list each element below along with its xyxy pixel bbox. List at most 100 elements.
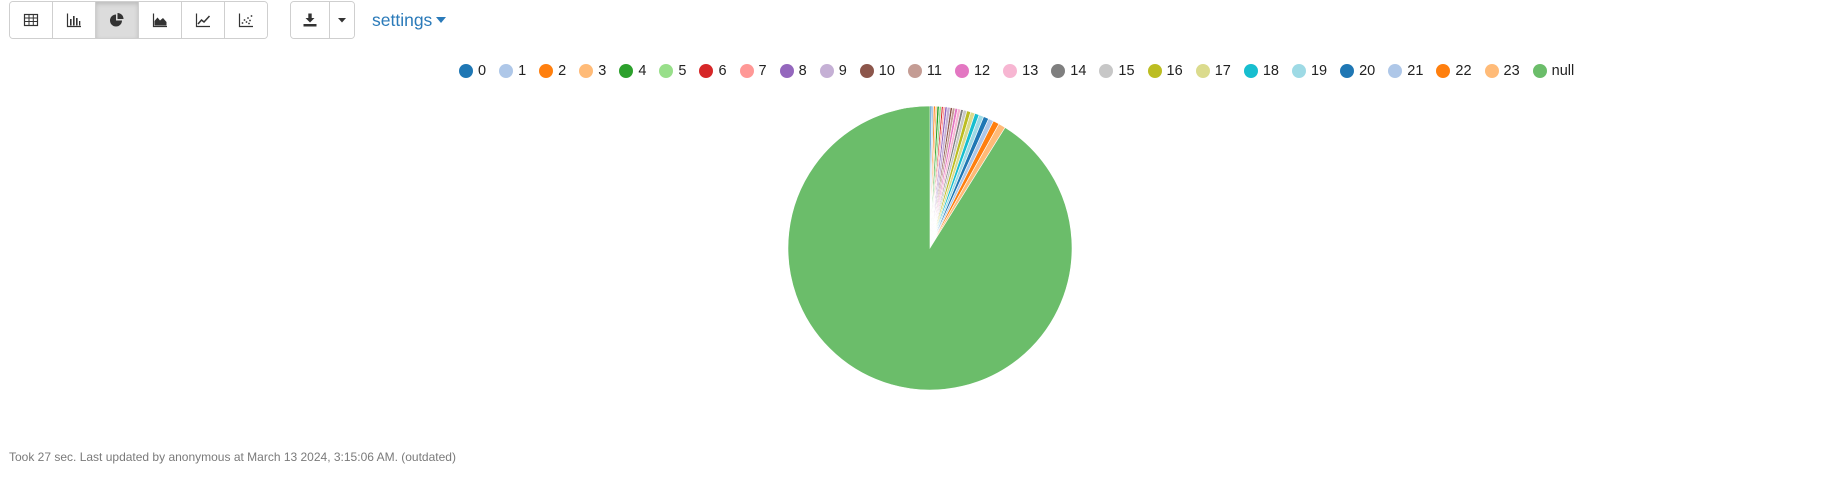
legend-swatch: [907, 64, 922, 78]
legend-item[interactable]: 11: [907, 63, 942, 79]
legend-label: 15: [1118, 63, 1135, 79]
legend-swatch: [1291, 64, 1306, 78]
legend-item[interactable]: 1: [499, 63, 526, 79]
toolbar: settings: [9, 1, 447, 39]
legend-swatch: [779, 64, 794, 78]
caret-down-icon: [436, 17, 447, 23]
legend-label: 17: [1214, 63, 1231, 79]
legend-item[interactable]: 23: [1484, 63, 1520, 79]
legend-item[interactable]: 9: [819, 63, 847, 79]
footer-status: Took 27 sec. Last updated by anonymous a…: [9, 450, 456, 464]
legend-label: 21: [1407, 63, 1424, 79]
legend-label: 12: [973, 63, 991, 79]
line-chart-icon: [195, 13, 211, 28]
legend-item[interactable]: 17: [1195, 63, 1231, 79]
legend-label: null: [1551, 63, 1575, 79]
chart-legend: 0 1 2 3 4 5 6 7 8 9 10 11 12 13 14 15 16 17 18 19 20 21 22 23 nu…: [459, 61, 1587, 81]
caret-down-icon: [338, 18, 346, 23]
legend-label: 7: [758, 63, 767, 79]
settings-dropdown[interactable]: settings: [372, 9, 447, 31]
legend-swatch: [859, 64, 874, 78]
legend-label: 20: [1359, 63, 1376, 79]
legend-swatch: [1195, 64, 1210, 78]
legend-item[interactable]: 4: [619, 63, 646, 79]
legend-label: 2: [558, 63, 567, 79]
legend-swatch: [1099, 64, 1114, 78]
legend-swatch: [699, 64, 714, 78]
legend-swatch: [1340, 64, 1355, 78]
scatter-chart-icon: [238, 13, 253, 28]
legend-swatch: [1436, 64, 1451, 78]
legend-swatch: [499, 64, 514, 78]
legend-swatch: [659, 64, 674, 78]
legend-item[interactable]: 18: [1243, 63, 1279, 79]
legend-swatch: [1051, 64, 1066, 78]
download-button-group: [290, 1, 355, 39]
download-icon: [303, 13, 317, 27]
legend-label: 11: [926, 63, 942, 79]
legend-swatch: [819, 64, 834, 78]
pie-chart-view-button[interactable]: [96, 2, 139, 38]
legend-swatch: [1532, 64, 1547, 78]
legend-item[interactable]: 20: [1340, 63, 1375, 79]
legend-swatch: [619, 64, 634, 78]
legend-item[interactable]: 22: [1436, 63, 1472, 79]
legend-swatch: [1147, 64, 1162, 78]
legend-item[interactable]: 2: [539, 63, 566, 79]
legend-swatch: [954, 64, 969, 78]
settings-label: settings: [372, 9, 433, 30]
pie-chart-icon: [110, 13, 124, 27]
area-chart-icon: [152, 13, 167, 28]
legend-item[interactable]: 14: [1051, 63, 1086, 79]
legend-item[interactable]: 8: [779, 63, 807, 79]
legend-label: 9: [838, 63, 847, 79]
legend-swatch: [539, 64, 554, 78]
legend-label: 23: [1503, 63, 1520, 79]
table-view-button[interactable]: [10, 2, 53, 38]
area-chart-view-button[interactable]: [139, 2, 182, 38]
download-dropdown-button[interactable]: [330, 2, 354, 38]
legend-item[interactable]: 15: [1099, 63, 1135, 79]
legend-swatch: [1003, 64, 1018, 78]
legend-label: 4: [638, 63, 647, 79]
legend-label: 1: [518, 63, 527, 79]
legend-item[interactable]: 3: [579, 63, 606, 79]
legend-swatch: [1243, 64, 1258, 78]
legend-swatch: [459, 64, 473, 78]
legend-item[interactable]: 21: [1388, 63, 1423, 79]
legend-item[interactable]: 6: [699, 63, 727, 79]
view-mode-button-group: [9, 1, 268, 39]
legend-label: 16: [1166, 63, 1183, 79]
legend-swatch: [1388, 64, 1403, 78]
bar-chart-view-button[interactable]: [53, 2, 96, 38]
legend-label: 19: [1310, 63, 1328, 79]
table-icon: [23, 13, 39, 27]
pie-slice-null[interactable]: [787, 105, 1073, 391]
legend-label: 0: [478, 63, 487, 79]
legend-label: 6: [718, 63, 727, 79]
legend-label: 8: [798, 63, 807, 79]
legend-label: 14: [1070, 63, 1087, 79]
legend-item[interactable]: 5: [659, 63, 686, 79]
scatter-chart-view-button[interactable]: [225, 2, 267, 38]
legend-item[interactable]: 13: [1003, 63, 1038, 79]
legend-label: 18: [1262, 63, 1279, 79]
legend-item[interactable]: 0: [459, 63, 486, 79]
legend-item[interactable]: 7: [739, 63, 767, 79]
legend-item[interactable]: null: [1532, 63, 1575, 79]
legend-item[interactable]: 12: [954, 63, 991, 79]
legend-item[interactable]: 19: [1291, 63, 1328, 79]
bar-chart-icon: [66, 13, 81, 28]
download-button[interactable]: [291, 2, 330, 38]
line-chart-view-button[interactable]: [182, 2, 225, 38]
legend-swatch: [579, 64, 594, 78]
legend-label: 3: [598, 63, 607, 79]
legend-swatch: [1484, 64, 1499, 78]
legend-label: 10: [878, 63, 895, 79]
legend-label: 5: [678, 63, 687, 79]
legend-item[interactable]: 16: [1147, 63, 1183, 79]
legend-label: 13: [1022, 63, 1039, 79]
legend-label: 22: [1455, 63, 1472, 79]
legend-item[interactable]: 10: [859, 63, 895, 79]
